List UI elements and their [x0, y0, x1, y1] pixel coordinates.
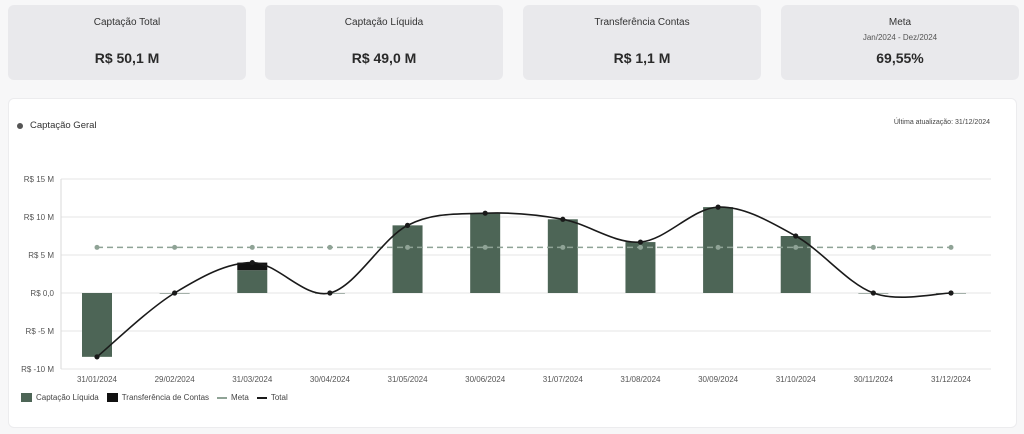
total-point	[948, 290, 954, 296]
x-tick-label: 31/08/2024	[620, 375, 661, 384]
y-tick-label: R$ -10 M	[21, 365, 54, 374]
legend-label: Captação Líquida	[36, 393, 99, 402]
legend-item-transferencia[interactable]: Transferência de Contas	[106, 393, 210, 402]
bar-captacao-liquida	[780, 236, 811, 293]
total-point	[327, 290, 333, 296]
chart-title-text: Captação Geral	[30, 120, 97, 131]
legend-label: Transferência de Contas	[121, 393, 210, 402]
meta-point	[94, 244, 100, 250]
x-tick-label: 30/09/2024	[698, 375, 739, 384]
kpi-title: Meta	[888, 17, 912, 28]
kpi-card-transferencia-contas: Transferência Contas R$ 1,1 M	[523, 5, 761, 80]
meta-point	[715, 244, 721, 250]
kpi-title: Transferência Contas	[594, 17, 690, 28]
meta-point	[405, 244, 411, 250]
x-tick-label: 30/11/2024	[854, 375, 894, 384]
total-point	[172, 290, 178, 296]
x-tick-label: 31/12/2024	[931, 375, 972, 384]
bar-captacao-liquida	[625, 242, 656, 293]
total-point	[249, 260, 255, 266]
y-tick-label: R$ 10 M	[24, 213, 55, 222]
kpi-title: Captação Líquida	[344, 17, 424, 28]
kpi-value: R$ 49,0 M	[351, 50, 417, 66]
bar-captacao-liquida	[392, 225, 423, 293]
legend-item-liquida[interactable]: Captação Líquida	[21, 393, 99, 402]
kpi-card-captacao-liquida: Captação Líquida R$ 49,0 M	[265, 5, 503, 80]
total-point	[94, 354, 100, 360]
chart-legend: Captação Líquida Transferência de Contas…	[21, 393, 296, 402]
meta-point	[560, 244, 566, 250]
kpi-value: R$ 1,1 M	[613, 50, 671, 66]
x-tick-label: 31/07/2024	[543, 375, 584, 384]
kpi-card-captacao-total: Captação Total R$ 50,1 M	[8, 5, 246, 80]
chart-title: Captação Geral	[17, 120, 97, 131]
legend-label: Total	[270, 393, 288, 402]
x-tick-label: 29/02/2024	[155, 375, 196, 384]
total-point	[870, 290, 876, 296]
y-tick-label: R$ 15 M	[24, 175, 55, 184]
legend-label: Meta	[231, 393, 249, 402]
total-point	[560, 216, 566, 222]
total-point	[404, 222, 411, 228]
kpi-card-meta: Meta Jan/2024 - Dez/2024 69,55%	[781, 5, 1019, 80]
kpi-row: Captação Total R$ 50,1 M Captação Líquid…	[8, 5, 1019, 80]
legend-swatch-meta	[217, 396, 228, 399]
meta-point	[172, 244, 178, 250]
bar-captacao-liquida	[703, 207, 734, 293]
legend-item-total[interactable]: Total	[256, 393, 288, 402]
kpi-value: R$ 50,1 M	[94, 50, 160, 66]
legend-swatch-liquida	[21, 393, 32, 402]
last-updated: Última atualização: 31/12/2024	[893, 119, 990, 126]
meta-point	[249, 244, 255, 250]
bullet-icon	[17, 122, 23, 129]
x-tick-label: 31/01/2024	[77, 375, 118, 384]
legend-swatch-transferencia	[106, 393, 118, 402]
y-tick-label: R$ 0,0	[30, 289, 54, 298]
y-tick-label: R$ -5 M	[26, 327, 55, 336]
total-point	[715, 204, 721, 210]
total-point	[793, 233, 799, 239]
bar-captacao-liquida	[547, 219, 578, 293]
meta-point	[637, 244, 643, 250]
total-point	[482, 210, 488, 216]
bar-captacao-liquida	[470, 213, 501, 293]
bar-captacao-liquida	[82, 293, 112, 357]
legend-swatch-total	[256, 396, 267, 399]
total-line	[96, 206, 952, 358]
x-tick-label: 31/03/2024	[232, 375, 273, 384]
meta-point	[948, 244, 954, 250]
chart-plot[interactable]: R$ 15 M R$ 10 M R$ 5 M R$ 0,0 R$ -5 M R$ -10 …	[9, 99, 1018, 389]
legend-item-meta[interactable]: Meta	[217, 393, 249, 402]
x-tick-label: 30/04/2024	[310, 375, 351, 384]
total-point	[637, 239, 644, 245]
bar-transferencia-contas	[237, 262, 268, 271]
kpi-title: Captação Total	[93, 17, 161, 28]
meta-point	[327, 244, 333, 250]
meta-point	[793, 244, 799, 250]
bar-captacao-liquida	[237, 270, 268, 293]
x-tick-label: 31/05/2024	[388, 375, 429, 384]
x-tick-label: 30/06/2024	[465, 375, 506, 384]
meta-point	[870, 244, 876, 250]
kpi-subtitle: Jan/2024 - Dez/2024	[862, 33, 938, 42]
meta-point	[482, 244, 488, 250]
kpi-value: 69,55%	[876, 50, 924, 66]
chart-card: Captação Geral Última atualização: 31/12…	[8, 98, 1017, 428]
x-tick-label: 31/10/2024	[776, 375, 817, 384]
y-tick-label: R$ 5 M	[28, 251, 54, 260]
